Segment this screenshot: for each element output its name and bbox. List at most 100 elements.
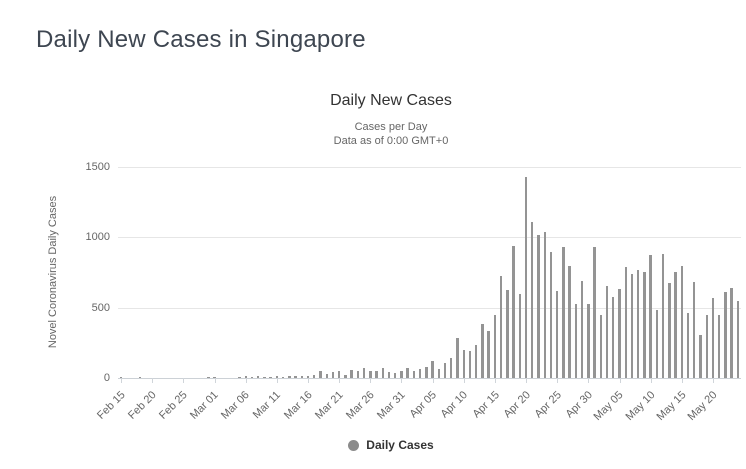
gridline-1500	[118, 167, 741, 168]
daily-cases-bar[interactable]	[412, 371, 416, 378]
daily-cases-bar[interactable]	[711, 297, 715, 378]
daily-cases-bar[interactable]	[624, 267, 627, 378]
daily-cases-bar[interactable]	[294, 376, 297, 378]
daily-cases-bar[interactable]	[431, 361, 434, 378]
daily-cases-bar[interactable]	[356, 371, 360, 378]
daily-cases-bar[interactable]	[556, 291, 559, 378]
daily-cases-bar[interactable]	[319, 371, 322, 378]
daily-cases-bar[interactable]	[612, 297, 615, 378]
daily-cases-bar[interactable]	[381, 368, 384, 378]
daily-cases-bar[interactable]	[543, 232, 546, 378]
daily-cases-bar[interactable]	[468, 351, 472, 378]
daily-cases-bar[interactable]	[736, 300, 740, 378]
x-tick	[183, 378, 185, 383]
daily-cases-bar[interactable]	[599, 315, 603, 378]
daily-cases-bar[interactable]	[512, 245, 515, 378]
x-tick	[619, 378, 621, 383]
daily-cases-bar[interactable]	[350, 370, 353, 378]
daily-cases-bar[interactable]	[730, 287, 733, 378]
daily-cases-bar[interactable]	[138, 377, 141, 378]
daily-cases-bar[interactable]	[256, 376, 260, 378]
x-tick	[494, 378, 496, 383]
daily-cases-bar[interactable]	[562, 247, 565, 378]
daily-cases-bar[interactable]	[394, 373, 397, 378]
daily-cases-bar[interactable]	[593, 246, 596, 378]
daily-cases-bar[interactable]	[400, 371, 403, 378]
daily-cases-bar[interactable]	[244, 376, 247, 378]
x-tick-label-apr-30: Apr 30	[563, 389, 595, 421]
daily-cases-bar[interactable]	[693, 282, 696, 378]
daily-cases-bar[interactable]	[668, 283, 671, 378]
daily-cases-bar[interactable]	[406, 367, 409, 378]
x-tick	[463, 378, 465, 383]
daily-cases-bar[interactable]	[313, 374, 316, 378]
daily-cases-bar[interactable]	[369, 370, 372, 378]
daily-cases-bar[interactable]	[686, 312, 690, 378]
daily-cases-bar[interactable]	[655, 309, 659, 378]
daily-cases-bar[interactable]	[717, 314, 721, 378]
daily-cases-bar[interactable]	[462, 350, 465, 378]
daily-cases-bar[interactable]	[300, 376, 303, 378]
daily-cases-bar[interactable]	[605, 285, 609, 378]
daily-cases-bar[interactable]	[207, 377, 210, 378]
daily-cases-bar[interactable]	[568, 265, 571, 378]
daily-cases-bar[interactable]	[475, 345, 478, 378]
daily-cases-bar[interactable]	[443, 363, 447, 378]
daily-cases-bar[interactable]	[344, 374, 347, 378]
daily-cases-bar[interactable]	[481, 323, 484, 378]
daily-cases-bar[interactable]	[456, 337, 459, 378]
daily-cases-bar[interactable]	[325, 373, 328, 378]
daily-cases-bar[interactable]	[524, 177, 528, 378]
daily-cases-bar[interactable]	[549, 251, 553, 378]
daily-cases-bar[interactable]	[574, 303, 578, 378]
daily-cases-bar[interactable]	[238, 377, 241, 378]
daily-cases-bar[interactable]	[499, 275, 503, 378]
daily-cases-bar[interactable]	[487, 331, 490, 378]
x-tick	[588, 378, 590, 383]
chart-title: Daily New Cases	[330, 92, 452, 109]
daily-new-cases-chart: Daily New Cases Cases per Day Data as of…	[36, 80, 746, 469]
daily-cases-bar[interactable]	[437, 368, 441, 378]
daily-cases-bar[interactable]	[362, 367, 366, 378]
daily-cases-bar[interactable]	[306, 375, 310, 378]
x-tick-label-mar-21: Mar 21	[312, 389, 346, 422]
daily-cases-bar[interactable]	[580, 280, 584, 378]
daily-cases-bar[interactable]	[337, 371, 341, 378]
daily-cases-bar[interactable]	[680, 266, 683, 378]
daily-cases-bar[interactable]	[213, 377, 216, 378]
daily-cases-bar[interactable]	[537, 235, 540, 378]
daily-cases-bar[interactable]	[637, 269, 640, 378]
daily-cases-bar[interactable]	[418, 368, 422, 378]
legend[interactable]: Daily Cases	[36, 438, 746, 452]
daily-cases-bar[interactable]	[649, 254, 652, 378]
daily-cases-bar[interactable]	[618, 289, 621, 378]
daily-cases-bar[interactable]	[331, 372, 335, 378]
x-tick-label-apr-25: Apr 25	[532, 389, 564, 421]
x-tick-label-mar-01: Mar 01	[188, 389, 222, 422]
daily-cases-bar[interactable]	[674, 272, 677, 378]
daily-cases-bar[interactable]	[643, 272, 646, 378]
x-tick	[650, 378, 652, 383]
daily-cases-bar[interactable]	[661, 253, 665, 378]
daily-cases-bar[interactable]	[275, 376, 279, 378]
daily-cases-bar[interactable]	[250, 376, 254, 378]
x-tick-label-mar-11: Mar 11	[251, 389, 284, 422]
daily-cases-bar[interactable]	[705, 314, 708, 378]
daily-cases-bar[interactable]	[587, 303, 590, 378]
daily-cases-bar[interactable]	[375, 371, 378, 378]
daily-cases-bar[interactable]	[269, 377, 272, 378]
daily-cases-bar[interactable]	[493, 315, 497, 378]
daily-cases-bar[interactable]	[425, 367, 428, 378]
daily-cases-bar[interactable]	[699, 335, 702, 378]
daily-cases-bar[interactable]	[724, 291, 727, 378]
daily-cases-bar[interactable]	[506, 290, 509, 378]
daily-cases-bar[interactable]	[119, 377, 123, 378]
daily-cases-bar[interactable]	[630, 273, 634, 378]
daily-cases-bar[interactable]	[450, 358, 453, 378]
daily-cases-bar[interactable]	[288, 376, 291, 378]
daily-cases-bar[interactable]	[263, 376, 266, 378]
daily-cases-bar[interactable]	[531, 221, 534, 378]
daily-cases-bar[interactable]	[518, 294, 522, 378]
daily-cases-bar[interactable]	[281, 376, 285, 378]
daily-cases-bar[interactable]	[387, 372, 391, 378]
